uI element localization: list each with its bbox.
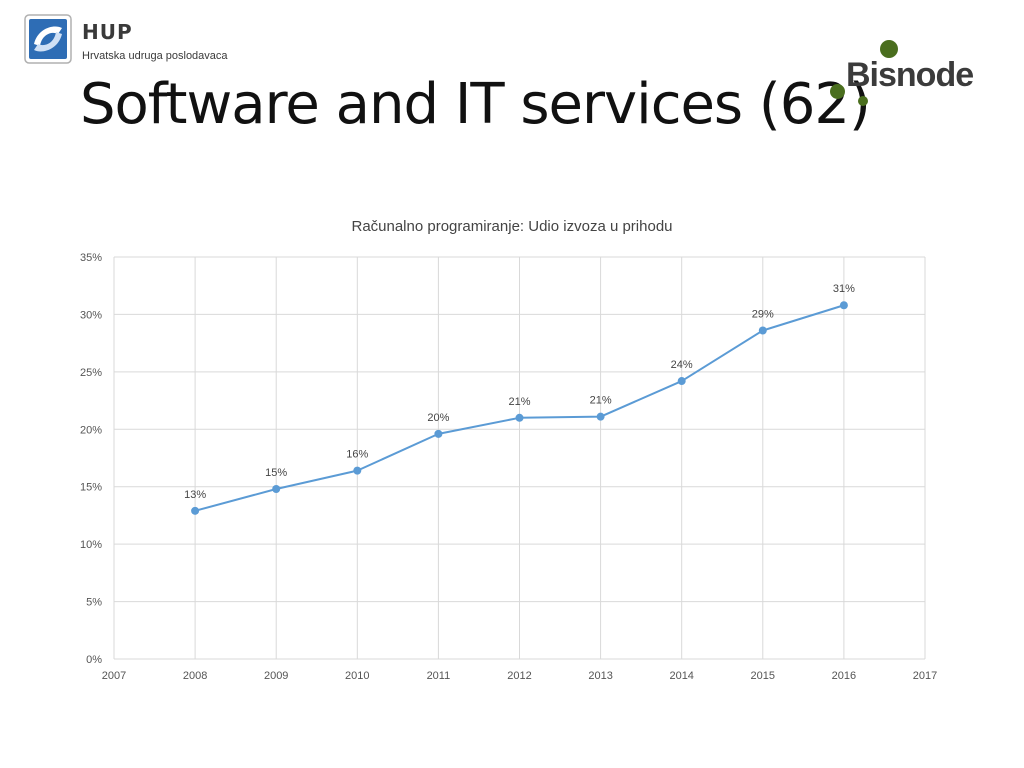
hup-logo-name: HUP bbox=[82, 20, 133, 44]
x-tick-label: 2014 bbox=[669, 670, 693, 682]
bisnode-logo-name: Bisnode bbox=[846, 56, 974, 94]
hup-emblem-icon bbox=[24, 14, 72, 64]
hup-logo-subtitle: Hrvatska udruga poslodavaca bbox=[82, 50, 228, 62]
data-label: 13% bbox=[184, 489, 206, 501]
data-label: 24% bbox=[671, 359, 693, 371]
data-point bbox=[596, 412, 605, 421]
y-tick-label: 15% bbox=[80, 482, 102, 494]
y-tick-label: 25% bbox=[80, 367, 102, 379]
data-point bbox=[758, 326, 767, 335]
data-label: 29% bbox=[752, 309, 774, 321]
data-label: 15% bbox=[265, 467, 287, 479]
x-tick-label: 2015 bbox=[751, 670, 775, 682]
x-tick-label: 2009 bbox=[264, 670, 288, 682]
data-label: 16% bbox=[346, 449, 368, 461]
data-point bbox=[191, 506, 200, 515]
hup-logo: HUP Hrvatska udruga poslodavaca bbox=[24, 14, 254, 68]
page-title: Software and IT services (62) bbox=[80, 72, 871, 137]
x-tick-label: 2008 bbox=[183, 670, 207, 682]
y-tick-label: 35% bbox=[80, 252, 102, 264]
x-tick-label: 2012 bbox=[507, 670, 531, 682]
bisnode-dot-icon bbox=[880, 40, 898, 58]
y-tick-label: 20% bbox=[80, 424, 102, 436]
x-tick-label: 2010 bbox=[345, 670, 369, 682]
x-tick-label: 2016 bbox=[832, 670, 856, 682]
data-label: 21% bbox=[590, 395, 612, 407]
bisnode-logo: Bisnode bbox=[826, 36, 1001, 112]
x-tick-label: 2017 bbox=[913, 670, 937, 682]
data-point bbox=[272, 485, 281, 494]
data-point bbox=[434, 429, 443, 438]
chart-title: Računalno programiranje: Udio izvoza u p… bbox=[351, 218, 673, 235]
x-tick-label: 2007 bbox=[102, 670, 126, 682]
y-tick-label: 10% bbox=[80, 539, 102, 551]
data-point bbox=[677, 377, 686, 386]
y-tick-label: 30% bbox=[80, 309, 102, 321]
data-point bbox=[515, 413, 524, 422]
data-label: 31% bbox=[833, 283, 855, 295]
x-tick-label: 2011 bbox=[427, 670, 451, 682]
data-point bbox=[839, 301, 848, 310]
data-label: 20% bbox=[427, 412, 449, 424]
bisnode-dot-icon bbox=[858, 96, 868, 106]
y-tick-label: 0% bbox=[86, 654, 102, 666]
data-point bbox=[353, 466, 362, 475]
data-label: 21% bbox=[508, 396, 530, 408]
bisnode-dot-icon bbox=[830, 84, 845, 99]
y-tick-label: 5% bbox=[86, 597, 102, 609]
x-tick-label: 2013 bbox=[588, 670, 612, 682]
